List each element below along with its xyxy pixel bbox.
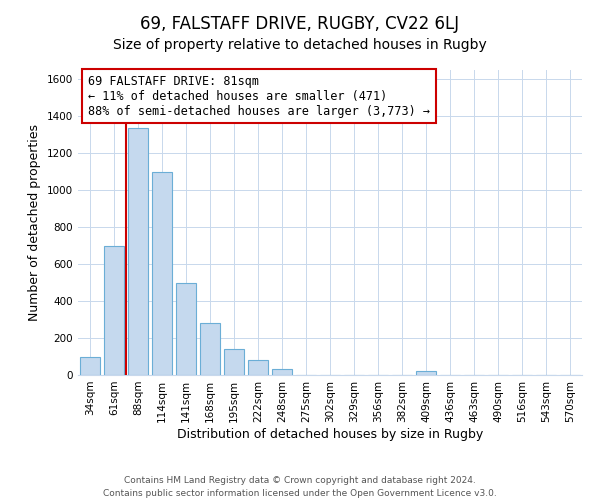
Text: 69 FALSTAFF DRIVE: 81sqm
← 11% of detached houses are smaller (471)
88% of semi-: 69 FALSTAFF DRIVE: 81sqm ← 11% of detach…: [88, 74, 430, 118]
Bar: [416, 372, 436, 375]
Bar: [128, 128, 148, 375]
Bar: [176, 282, 196, 375]
Bar: [200, 323, 220, 375]
Bar: [248, 360, 268, 375]
X-axis label: Distribution of detached houses by size in Rugby: Distribution of detached houses by size …: [177, 428, 483, 440]
Bar: [272, 370, 292, 375]
Text: Contains HM Land Registry data © Crown copyright and database right 2024.
Contai: Contains HM Land Registry data © Crown c…: [103, 476, 497, 498]
Bar: [80, 356, 100, 375]
Bar: [152, 172, 172, 375]
Bar: [224, 349, 244, 375]
Bar: [104, 246, 124, 375]
Y-axis label: Number of detached properties: Number of detached properties: [28, 124, 41, 321]
Text: 69, FALSTAFF DRIVE, RUGBY, CV22 6LJ: 69, FALSTAFF DRIVE, RUGBY, CV22 6LJ: [140, 15, 460, 33]
Text: Size of property relative to detached houses in Rugby: Size of property relative to detached ho…: [113, 38, 487, 52]
